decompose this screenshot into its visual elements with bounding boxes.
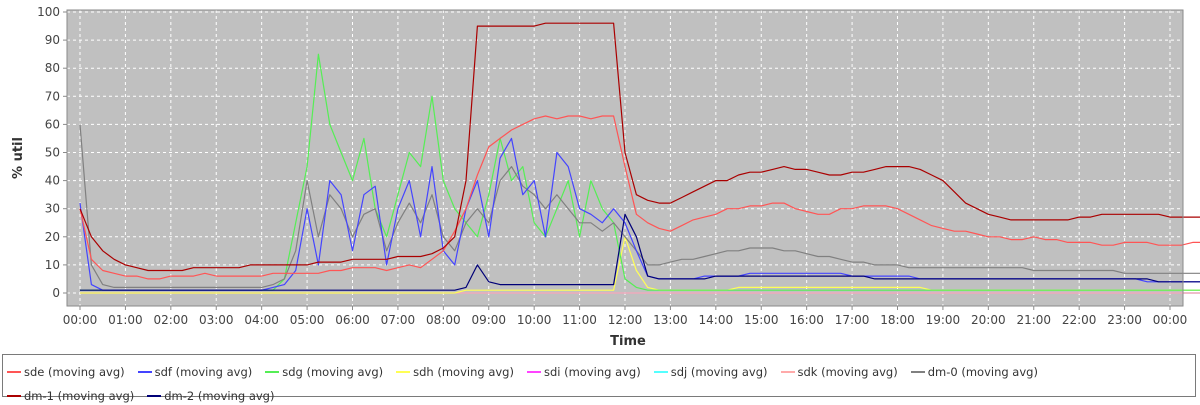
legend-item: sdh (moving avg): [396, 363, 514, 382]
x-tick-label: 01:00: [108, 313, 143, 327]
legend: sde (moving avg) sdf (moving avg) sdg (mov…: [2, 354, 1196, 403]
legend-swatch: [7, 371, 21, 373]
y-tick-label: 30: [45, 202, 60, 216]
y-tick-label: 40: [45, 174, 60, 188]
legend-label: dm-1 (moving avg): [24, 388, 135, 403]
legend-label: sdg (moving avg): [282, 365, 384, 379]
legend-label: dm-0 (moving avg): [927, 365, 1038, 379]
legend-swatch: [265, 371, 280, 373]
legend-swatch: [653, 371, 668, 373]
x-tick-label: 20:00: [971, 313, 1006, 327]
series-line-sdh: [80, 236, 1200, 294]
x-tick-label: 00:00: [63, 313, 98, 327]
x-tick-label: 08:00: [426, 313, 461, 327]
line-chart: 0 10 20 30 40 50 60 70 80 90 100 00:00 01:00 02:00 03…: [11, 5, 1200, 349]
legend-item: sdk (moving avg): [780, 363, 898, 382]
x-tick-label: 18:00: [880, 313, 915, 327]
y-tick-label: 20: [45, 230, 60, 244]
series-line-sdf: [79, 137, 1200, 291]
x-tick-label: 07:00: [381, 313, 416, 327]
x-tick-label: 14:00: [699, 313, 734, 327]
legend-swatch: [137, 371, 152, 373]
legend-item: sdj (moving avg): [653, 363, 768, 382]
x-axis: 00:00 01:00 02:00 03:00 04:00 05:00 06:00 07:00…: [63, 306, 1188, 327]
legend-swatch: [780, 371, 795, 373]
y-tick-label: 50: [45, 146, 60, 160]
y-tick-label: 70: [45, 89, 60, 103]
y-tick-label: 60: [45, 117, 60, 131]
legend-label: sdf (moving avg): [154, 365, 253, 379]
x-tick-label: 12:00: [608, 313, 643, 327]
y-axis-title: % util: [11, 137, 26, 179]
x-tick-label: 03:00: [199, 313, 234, 327]
legend-label: sdk (moving avg): [797, 365, 898, 379]
series-line-sdg: [80, 53, 1200, 291]
y-tick-label: 10: [45, 258, 60, 272]
legend-label: sdi (moving avg): [543, 365, 641, 379]
x-tick-label: 13:00: [653, 313, 688, 327]
legend-swatch: [147, 394, 162, 397]
legend-label: sdj (moving avg): [670, 365, 768, 379]
x-tick-label: 00:00: [1153, 313, 1188, 327]
x-tick-label: 02:00: [154, 313, 189, 327]
x-tick-label: 15:00: [744, 313, 779, 327]
legend-label: sdh (moving avg): [413, 365, 514, 379]
y-tick-label: 90: [45, 33, 60, 47]
x-tick-label: 06:00: [335, 313, 370, 327]
legend-item: dm-0 (moving avg): [910, 363, 1038, 382]
series-lines: [79, 22, 1200, 294]
series-line-dm-0: [79, 124, 1200, 288]
legend-swatch: [396, 371, 411, 373]
x-tick-label: 23:00: [1107, 313, 1142, 327]
legend-item: sdg (moving avg): [265, 363, 383, 382]
legend-swatch: [910, 371, 925, 373]
legend-item: sde (moving avg): [7, 363, 125, 382]
x-tick-label: 10:00: [517, 313, 552, 327]
legend-item: sdi (moving avg): [526, 363, 641, 382]
legend-item: dm-2 (moving avg): [147, 386, 274, 405]
series-line-dm-2: [80, 213, 1200, 291]
legend-label: dm-2 (moving avg): [164, 388, 275, 403]
series-line-sde: [79, 115, 1200, 280]
x-tick-label: 04:00: [244, 313, 279, 327]
legend-label: sde (moving avg): [24, 365, 125, 379]
x-tick-label: 11:00: [562, 313, 597, 327]
legend-swatch: [7, 394, 21, 397]
x-tick-label: 19:00: [926, 313, 961, 327]
x-axis-title: Time: [610, 334, 646, 349]
gridlines: [67, 10, 1183, 306]
x-tick-label: 09:00: [471, 313, 506, 327]
legend-swatch: [526, 371, 541, 373]
y-tick-label: 100: [37, 5, 60, 19]
x-tick-label: 22:00: [1062, 313, 1097, 327]
legend-item: sdf (moving avg): [137, 363, 253, 382]
x-tick-label: 16:00: [789, 313, 824, 327]
y-tick-label: 80: [45, 61, 60, 75]
legend-item: dm-1 (moving avg): [7, 386, 134, 405]
y-axis: 0 10 20 30 40 50 60 70 80 90 100: [37, 5, 67, 300]
series-line-dm-1: [79, 22, 1200, 272]
x-tick-label: 05:00: [290, 313, 325, 327]
x-tick-label: 21:00: [1016, 313, 1051, 327]
x-tick-label: 17:00: [835, 313, 870, 327]
y-tick-label: 0: [52, 286, 60, 300]
